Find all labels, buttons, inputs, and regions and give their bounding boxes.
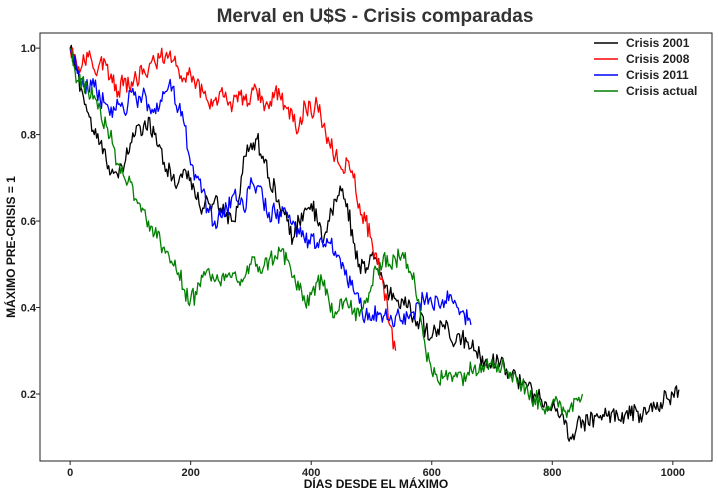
x-tick-label: 400	[302, 467, 320, 479]
series-line-crisis-2001	[69, 44, 680, 442]
y-axis-label: MÁXIMO PRE-CRISIS = 1	[3, 176, 18, 318]
y-tick-label: 0.4	[21, 303, 37, 315]
y-axis-ticks: 0.2 0.4 0.6 0.8 1.0	[21, 43, 40, 401]
series-line-crisis-2011	[69, 47, 472, 328]
legend-label-crisis-2008: Crisis 2008	[626, 52, 690, 66]
y-tick-label: 0.2	[21, 389, 36, 401]
chart-title: Merval en U$S - Crisis comparadas	[217, 6, 534, 27]
y-tick-label: 0.8	[21, 130, 36, 142]
plot-lines	[69, 44, 680, 442]
x-tick-label: 0	[67, 467, 73, 479]
x-tick-label: 800	[543, 467, 561, 479]
x-tick-label: 600	[423, 467, 441, 479]
legend-label-crisis-2011: Crisis 2011	[626, 68, 689, 82]
x-tick-label: 1000	[661, 467, 685, 479]
legend-label-crisis-2001: Crisis 2001	[626, 36, 690, 50]
x-axis-ticks: 0 200 400 600 800 1000	[67, 461, 685, 479]
plot-frame	[39, 32, 713, 462]
legend-label-crisis-actual: Crisis actual	[626, 84, 697, 98]
series-line-crisis-2008	[69, 47, 397, 351]
y-tick-label: 0.6	[21, 216, 36, 228]
x-tick-label: 200	[181, 467, 199, 479]
x-axis-label: DÍAS DESDE EL MÁXIMO	[304, 476, 448, 491]
y-tick-label: 1.0	[21, 43, 36, 55]
series-line-crisis-actual	[69, 47, 584, 419]
legend: Crisis 2001 Crisis 2008 Crisis 2011 Crisis …	[594, 36, 697, 98]
